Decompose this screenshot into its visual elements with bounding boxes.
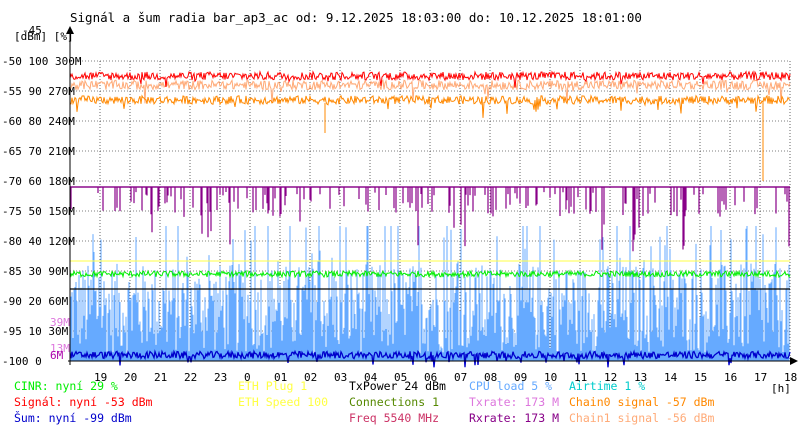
legend-entry: CPU load 5 % — [469, 379, 552, 393]
chain1-signal-series — [69, 78, 791, 104]
x-tick-label: 17 — [754, 371, 767, 384]
legend-entry: TxPower 24 dBm — [349, 379, 446, 393]
x-tick-label: 12 — [604, 371, 617, 384]
rate-marker-label: 6M — [50, 349, 64, 362]
legend-entry: Šum: nyní -99 dBm — [14, 410, 132, 425]
x-tick-label: 13 — [634, 371, 647, 384]
series-layer — [69, 69, 791, 368]
chart-title: Signál a šum radia bar_ap3_ac od: 9.12.2… — [70, 10, 642, 25]
unit-label: [dBm] [%] — [14, 30, 74, 43]
y-tick-label: -65 70 210M — [2, 145, 75, 158]
legend-entry: ETH Plug 1 — [238, 379, 307, 393]
x-tick-label: 09 — [514, 371, 527, 384]
legend-entry: Freq 5540 MHz — [349, 411, 439, 425]
y-tick-label: -85 30 90M — [2, 265, 69, 278]
rate-marker-label: 13M — [50, 342, 70, 355]
x-axis-labels: 19 20 21 22 23 0 01 02 03 04 05 06 07 08 09 10 11 12 13 14 1… — [94, 371, 797, 384]
legend-entry: Signál: nyní -53 dBm — [14, 395, 153, 409]
y-tick-label: -75 50 150M — [2, 205, 75, 218]
x-tick-label: 18 — [784, 371, 797, 384]
x-tick-label: 07 — [454, 371, 467, 384]
legend-entry: Chain0 signal -57 dBm — [569, 395, 714, 409]
y-axis-labels: -50 100 300M -55 90 270M -60 80 240M -65 70… — [2, 55, 82, 368]
y-tick-label: -70 60 180M — [2, 175, 75, 188]
axes — [66, 26, 798, 365]
x-tick-label: 11 — [574, 371, 587, 384]
x-tick-label: 23 — [214, 371, 227, 384]
legend-entry: Rxrate: 173 M — [469, 411, 559, 425]
legend-entry: Connections 1 — [349, 395, 439, 409]
x-axis-arrow — [790, 357, 798, 365]
chain0-signal-series — [69, 94, 791, 118]
legend: CINR: nyní 29 % Signál: nyní -53 dBmŠum: … — [14, 379, 714, 425]
y-axis-arrow — [66, 26, 74, 34]
rxrate-series — [70, 186, 790, 252]
y-tick-label: -100 0 — [2, 355, 42, 368]
y-tick-label: -50 100 300M — [2, 55, 82, 68]
x-tick-label: 03 — [334, 371, 347, 384]
y-tick-label: -80 40 120M — [2, 235, 75, 248]
y-tick-label: -55 90 270M — [2, 85, 75, 98]
y-tick-label: -60 80 240M — [2, 115, 75, 128]
x-tick-label: 01 — [274, 371, 287, 384]
rate-marker-label: 39M — [50, 316, 70, 329]
x-tick-label: 06 — [424, 371, 437, 384]
y-tick-label: -95 10 30M — [2, 325, 69, 338]
legend-entry: ETH Speed 100 — [238, 395, 328, 409]
dbm-top-label: -45 — [22, 24, 42, 37]
x-tick-label: 14 — [664, 371, 678, 384]
y-tick-label: -90 20 60M — [2, 295, 69, 308]
x-tick-label: 08 — [484, 371, 497, 384]
x-tick-label: 0 — [244, 371, 251, 384]
x-tick-label: 05 — [394, 371, 407, 384]
signal-series — [69, 69, 791, 88]
x-tick-label: 19 — [94, 371, 107, 384]
x-tick-label: 22 — [184, 371, 197, 384]
x-tick-label: 10 — [544, 371, 557, 384]
x-tick-label: 02 — [304, 371, 317, 384]
cinr-series — [69, 269, 791, 279]
legend-entry: Airtime 1 % — [569, 379, 645, 393]
x-unit-label: [h] — [771, 382, 791, 395]
legend-entry: Chain1 signal -56 dBm — [569, 411, 714, 425]
x-tick-label: 15 — [694, 371, 707, 384]
legend-entry: Txrate: 173 M — [469, 395, 559, 409]
x-tick-label: 16 — [724, 371, 737, 384]
legend-entry: CINR: nyní 29 % — [14, 379, 118, 393]
x-tick-label: 04 — [364, 371, 378, 384]
x-tick-label: 20 — [124, 371, 137, 384]
noise-series — [69, 349, 791, 368]
x-tick-label: 21 — [154, 371, 167, 384]
